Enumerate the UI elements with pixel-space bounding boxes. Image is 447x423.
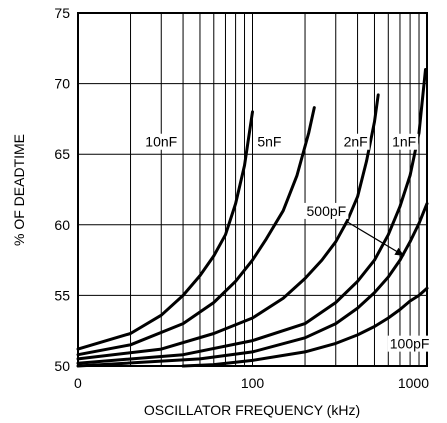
- series-label-100pF: 100pF: [390, 336, 430, 352]
- series-label-10nF: 10nF: [145, 134, 177, 150]
- plot-frame: [77, 12, 428, 367]
- y-tick-label: 60: [54, 217, 70, 233]
- series-5nF-line: [76, 106, 316, 357]
- label-background: [143, 133, 180, 150]
- arrow-head: [394, 247, 405, 256]
- x-tick-label: 100: [241, 375, 265, 391]
- label-background: [255, 133, 284, 150]
- y-tick-label: 75: [54, 5, 70, 21]
- arrow-shaft: [347, 221, 405, 257]
- x-axis-title: OSCILLATOR FREQUENCY (kHz): [144, 402, 360, 418]
- series-labels: 10nF 5nF 2nF 1nF 500pF 100pF: [143, 133, 432, 352]
- series-label-2nF: 2nF: [344, 134, 368, 150]
- y-tick-label: 70: [54, 76, 70, 92]
- label-background: [341, 133, 370, 150]
- series-2nF-line: [76, 93, 380, 361]
- y-tick-label: 55: [54, 287, 70, 303]
- series-100pF-line: [181, 286, 429, 368]
- x-tick-label: 0: [74, 375, 82, 391]
- x-tick-label: 1000: [398, 375, 429, 391]
- series-1nF-line: [76, 68, 427, 365]
- annotation-arrow: [347, 221, 405, 257]
- series-10nF-line: [76, 110, 254, 351]
- series-label-1nF: 1nF: [392, 134, 416, 150]
- y-tick-label: 65: [54, 146, 70, 162]
- y-tick-label: 50: [54, 358, 70, 374]
- y-axis-title: % OF DEADTIME: [11, 134, 27, 246]
- grid: [78, 13, 427, 366]
- series-label-500pF: 500pF: [307, 203, 347, 219]
- tick-labels: 0 100 1000 50 55 60 65 70 75: [54, 5, 429, 391]
- series-label-5nF: 5nF: [257, 134, 281, 150]
- label-background: [387, 335, 432, 352]
- label-background: [304, 202, 349, 219]
- series-500pF-line: [76, 202, 429, 368]
- label-background: [390, 133, 419, 150]
- series-curves: [76, 68, 429, 368]
